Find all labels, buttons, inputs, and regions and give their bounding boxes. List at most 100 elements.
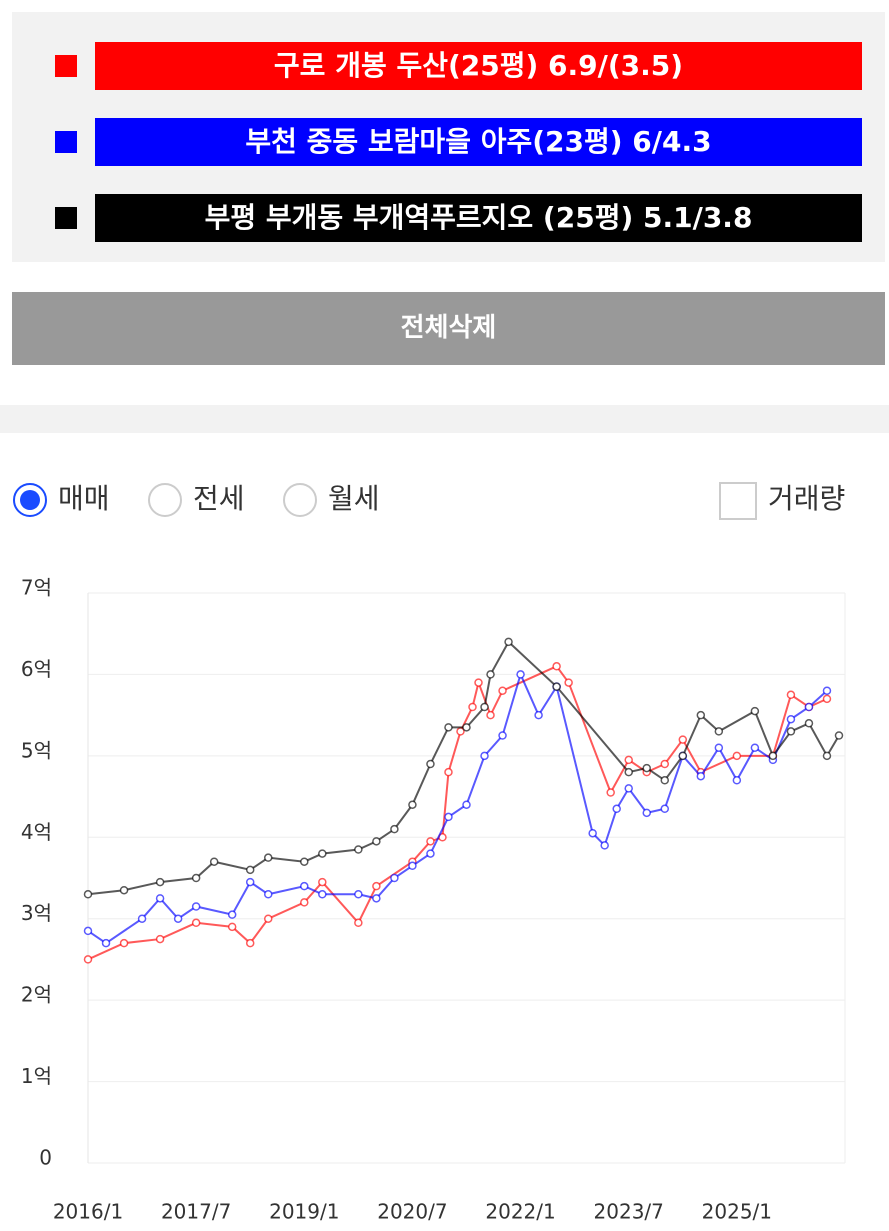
radio-label[interactable]: 전세 [193,482,245,515]
data-point [786,714,796,724]
data-point [227,922,237,932]
y-tick-label: 6억 [21,657,52,681]
data-point [642,763,651,773]
radio[interactable] [283,483,317,517]
data-point [624,784,633,793]
data-point [732,776,742,785]
data-point [498,686,507,695]
checkbox-label[interactable]: 거래량 [768,482,845,515]
y-tick-label: 1억 [21,1064,52,1088]
data-point [462,723,471,732]
data-point [426,849,435,858]
data-point [155,894,165,903]
data-point [408,800,417,809]
data-point [155,877,165,887]
radio[interactable] [148,483,182,517]
data-point [660,804,670,814]
data-point [480,702,489,712]
data-point [486,710,495,720]
legend-row[interactable]: 구로 개봉 두산(25평) 6.9/(3.5) [12,42,885,90]
y-tick-label: 7억 [21,576,52,600]
data-point [732,751,742,761]
data-point [552,682,561,691]
data-point [804,719,814,728]
data-point [119,885,129,895]
data-point [486,670,495,679]
data-point [119,938,129,948]
data-point [504,637,513,647]
legend-row[interactable]: 부천 중동 보람마을 아주(23평) 6/4.3 [12,118,885,166]
data-point [444,812,453,822]
separator [0,405,889,433]
data-point [354,845,363,854]
x-tick-label: 2022/1 [485,1200,555,1224]
data-point [137,914,147,923]
chart: 0 1억 2억 3억 4억 5억 6억 7억 2016/1 2017/7 2019/1 2020/7 2… [21,576,846,1224]
data-point [318,877,327,887]
data-point [606,788,615,797]
legend-swatch [55,55,77,77]
radio-dot [20,490,40,510]
data-point [426,759,435,769]
legend-swatch [55,131,77,153]
radio-label[interactable]: 월세 [328,482,380,515]
y-tick-label: 0 [39,1146,52,1170]
data-point [444,767,453,777]
data-point [173,914,183,923]
legend-swatch [55,207,77,229]
data-point [804,702,814,712]
data-point [245,877,255,887]
data-point [390,824,399,834]
data-point [101,938,111,948]
data-point [245,938,255,948]
data-point [191,873,201,883]
data-point [426,837,435,846]
data-point [372,837,381,846]
legend-row[interactable]: 부평 부개동 부개역푸르지오 (25평) 5.1/3.8 [12,194,885,242]
data-point [624,767,633,777]
data-point [318,849,327,858]
data-point [768,751,778,761]
x-tick-label: 2023/7 [594,1200,664,1224]
data-point [834,731,844,740]
data-point [786,690,796,700]
series-line [87,665,828,961]
y-tick-label: 2억 [21,983,52,1007]
data-point [263,914,273,923]
data-point [564,678,573,687]
checkbox[interactable] [719,482,757,520]
data-point [678,735,688,744]
data-point [263,890,273,899]
data-point [83,890,93,899]
radio-label[interactable]: 매매 [58,482,110,515]
data-point [354,890,363,899]
data-point [822,694,832,704]
data-point [191,918,201,928]
data-point [516,670,525,679]
data-point [660,776,670,785]
legend-label: 부천 중동 보람마을 아주(23평) 6/4.3 [95,118,862,166]
y-tick-label: 4억 [21,820,52,844]
data-point [696,771,706,781]
data-point [750,743,760,752]
data-point [444,723,453,732]
clear-button[interactable]: 전체삭제 [12,292,885,365]
data-point [714,727,724,736]
data-point [714,743,724,752]
data-point [354,918,363,928]
data-point [462,800,471,809]
data-point [300,857,309,866]
y-tick-label: 5억 [21,738,52,762]
data-point [624,755,633,765]
data-point [263,853,273,862]
data-point [786,727,796,736]
legend-label: 부평 부개동 부개역푸르지오 (25평) 5.1/3.8 [95,194,862,242]
legend-panel: 구로 개봉 두산(25평) 6.9/(3.5) 부천 중동 보람마을 아주(23… [12,12,885,262]
data-point [480,751,489,761]
x-tick-label: 2019/1 [269,1200,339,1224]
data-point [300,881,309,891]
data-point [660,759,670,769]
data-point [372,894,381,903]
data-point [642,808,651,818]
x-tick-label: 2025/1 [702,1200,772,1224]
